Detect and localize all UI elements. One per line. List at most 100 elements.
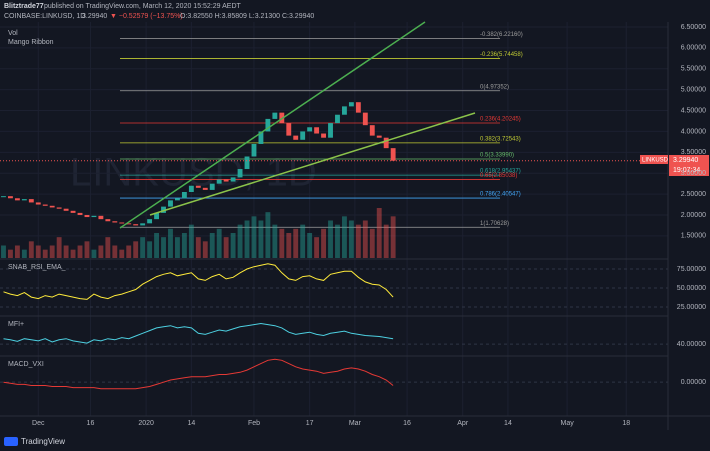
y-tick-label: 3.00000 — [681, 170, 706, 177]
volume-bar — [126, 245, 132, 258]
volume-bar — [286, 233, 292, 258]
author: Blitztrade77 — [4, 3, 44, 10]
candle — [321, 133, 326, 138]
candle — [140, 223, 146, 226]
candle — [112, 221, 118, 223]
volume-bar — [14, 245, 20, 258]
candle — [369, 125, 375, 136]
volume-bar — [91, 249, 97, 258]
y-tick-label: 75.00000 — [677, 266, 706, 273]
volume-bar — [251, 216, 257, 258]
fib-label: 0.65(2.85038) — [480, 173, 517, 179]
candle — [195, 185, 201, 188]
x-tick-label: May — [560, 420, 574, 427]
volume-bar — [348, 220, 354, 258]
symbol-tag — [640, 155, 668, 164]
volume-bar — [175, 237, 180, 258]
candle — [383, 137, 389, 149]
trend-line — [119, 21, 426, 229]
volume-bar — [300, 224, 306, 258]
candle — [133, 224, 139, 226]
candle — [168, 200, 173, 207]
candle — [181, 192, 187, 199]
volume-bar — [98, 245, 104, 258]
volume-bar — [42, 249, 48, 258]
candle — [293, 135, 299, 140]
y-tick-label: 3.50000 — [681, 149, 706, 156]
y-tick-label: 25.00000 — [677, 304, 706, 311]
volume-bar — [70, 249, 76, 258]
y-tick-label: 50.00000 — [677, 285, 706, 292]
candle — [21, 199, 27, 201]
legend-vol: Vol — [8, 30, 18, 37]
grid — [0, 22, 668, 416]
volume-bar — [307, 233, 313, 258]
pane-title: SNAB_RSI_EMA_ — [8, 264, 66, 271]
candle — [342, 106, 347, 115]
x-tick-label: 16 — [403, 420, 411, 427]
candle — [91, 215, 97, 218]
legend-ribbon: Mango Ribbon — [8, 39, 54, 46]
volume-bar — [84, 241, 90, 258]
x-tick-label: 2020 — [138, 420, 154, 427]
y-tick-label: 5.00000 — [681, 87, 706, 94]
candle — [84, 214, 90, 218]
candle — [154, 212, 159, 220]
volume-bar — [1, 245, 6, 258]
fib-label: 0.236(4.20245) — [480, 117, 521, 123]
volume-bar — [21, 249, 27, 258]
volume-bar — [147, 241, 153, 258]
candle — [300, 131, 306, 140]
volume-bar — [8, 249, 13, 258]
candle — [98, 215, 104, 220]
candle — [216, 179, 222, 184]
candle — [244, 156, 250, 170]
volume-bar — [390, 216, 396, 258]
volume-bar — [369, 228, 375, 258]
x-tick-label: Mar — [349, 420, 362, 427]
volume-bar — [230, 233, 236, 258]
symbol-tag-text: LINKUSD — [642, 158, 669, 164]
candle — [63, 208, 69, 211]
fib-label: -0.382(6.22160) — [480, 32, 523, 38]
candle — [362, 112, 368, 126]
x-tick-label: Apr — [457, 420, 469, 427]
volume-bar — [328, 220, 333, 258]
volume-bar — [258, 220, 264, 258]
volume-bar — [223, 237, 229, 258]
volume-bar — [188, 224, 194, 258]
candle — [161, 206, 166, 213]
volume-bar — [209, 233, 215, 258]
x-tick-label: Feb — [248, 420, 260, 427]
candle — [272, 112, 278, 119]
volume-bar — [321, 228, 326, 258]
last: 3.29940 — [82, 13, 107, 20]
volume-bar — [112, 245, 118, 258]
candle — [223, 179, 229, 182]
fib-label: 0(4.97352) — [480, 84, 509, 90]
volume-bar — [202, 241, 208, 258]
pane-title: MACD_VXI — [8, 361, 44, 368]
fib-label: 0.618(2.95437) — [480, 169, 521, 175]
x-tick-label: 16 — [87, 420, 95, 427]
footer: TradingView — [21, 437, 65, 446]
indicator-line — [3, 322, 394, 344]
candle — [49, 205, 55, 208]
candle — [237, 169, 243, 178]
volume-bar — [314, 237, 320, 258]
candle — [390, 148, 396, 161]
volume-bar — [335, 224, 340, 258]
fib-label: 1(1.70628) — [480, 221, 509, 227]
volume-bar — [355, 224, 361, 258]
candle — [14, 198, 20, 201]
candle — [42, 204, 48, 206]
volume-bar — [272, 224, 278, 258]
volume-bar — [161, 237, 166, 258]
y-tick-label: 1.50000 — [681, 233, 706, 240]
candle — [286, 123, 292, 136]
y-tick-label: 6.50000 — [681, 24, 706, 31]
volume-bar — [237, 224, 243, 258]
candle — [70, 210, 76, 213]
volume-bar — [105, 237, 111, 258]
candle — [376, 135, 382, 138]
